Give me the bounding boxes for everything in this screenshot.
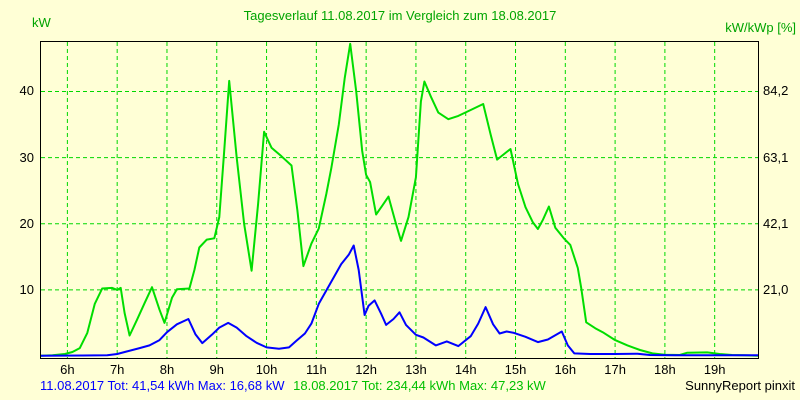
right-axis-unit-label: kW/kWp [%] bbox=[725, 20, 796, 35]
x-tick-12h: 12h bbox=[355, 362, 377, 377]
legend-entry-11-08-2017: 11.08.2017 Tot: 41,54 kWh Max: 16,68 kW bbox=[40, 378, 285, 393]
x-tick-15h: 15h bbox=[504, 362, 527, 377]
x-tick-18h: 18h bbox=[654, 362, 676, 377]
y-tick-left-40: 40 bbox=[19, 83, 34, 99]
y-tick-left-10: 10 bbox=[19, 281, 34, 297]
x-tick-17h: 17h bbox=[604, 362, 626, 377]
legend: 11.08.2017 Tot: 41,54 kWh Max: 16,68 kW … bbox=[40, 378, 546, 393]
legend-entry-18-08-2017: 18.08.2017 Tot: 234,44 kWh Max: 47,23 kW bbox=[293, 378, 546, 393]
y-tick-right-84,2: 84,2 bbox=[763, 83, 789, 99]
x-tick-19h: 19h bbox=[703, 362, 726, 377]
x-tick-10h: 10h bbox=[255, 362, 278, 377]
x-tick-6h: 6h bbox=[60, 362, 75, 377]
series-line-18-08-2017 bbox=[39, 42, 760, 357]
y-tick-left-30: 30 bbox=[19, 149, 34, 165]
plot-frame bbox=[40, 41, 759, 359]
y-tick-left-20: 20 bbox=[19, 215, 34, 231]
x-tick-7h: 7h bbox=[109, 362, 125, 377]
watermark: SunnyReport pinxit bbox=[685, 378, 795, 393]
chart-title: Tagesverlauf 11.08.2017 im Vergleich zum… bbox=[243, 8, 557, 23]
y-tick-right-42,1: 42,1 bbox=[763, 215, 789, 231]
x-tick-8h: 8h bbox=[159, 362, 175, 377]
y-tick-right-21,0: 21,0 bbox=[763, 281, 789, 297]
x-tick-13h: 13h bbox=[405, 362, 427, 377]
plot-svg bbox=[39, 41, 760, 359]
plot-area bbox=[39, 41, 760, 359]
x-tick-16h: 16h bbox=[554, 362, 577, 377]
series-line-11-08-2017 bbox=[39, 244, 760, 357]
x-tick-11h: 11h bbox=[305, 362, 327, 377]
left-axis-unit-label: kW bbox=[32, 15, 51, 30]
y-tick-right-63,1: 63,1 bbox=[763, 149, 789, 165]
x-tick-9h: 9h bbox=[209, 362, 224, 377]
x-tick-14h: 14h bbox=[454, 362, 477, 377]
